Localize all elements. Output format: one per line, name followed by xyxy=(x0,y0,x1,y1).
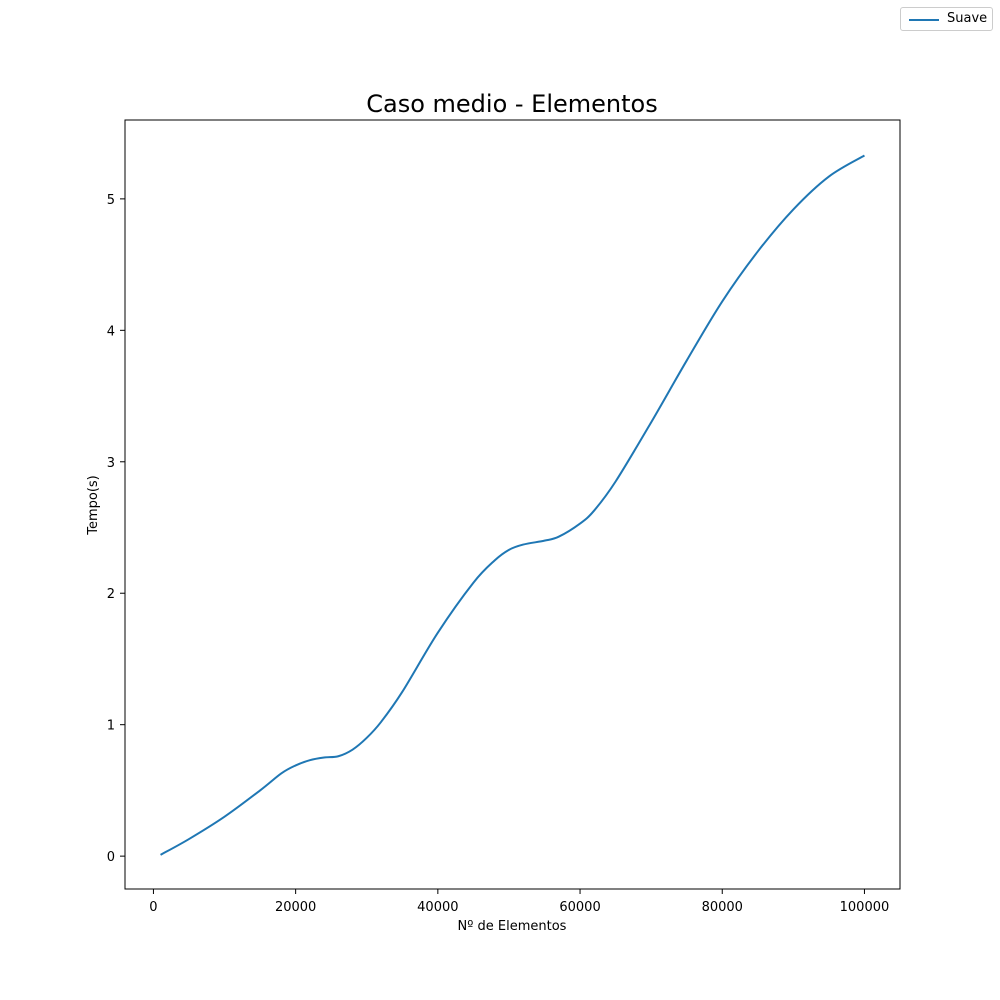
chart-title: Caso medio - Elementos xyxy=(366,90,657,118)
y-axis-ticks: 0 1 2 3 4 5 xyxy=(107,193,125,865)
y-tick-label: 5 xyxy=(107,193,115,208)
y-tick-label: 1 xyxy=(107,719,115,734)
legend-swatch-suave xyxy=(909,19,939,21)
x-axis-ticks: 0 20000 40000 60000 80000 100000 xyxy=(149,889,889,915)
x-tick-label: 60000 xyxy=(559,900,600,915)
plot-area xyxy=(124,119,901,890)
y-tick-label: 0 xyxy=(107,850,115,865)
y-tick-label: 4 xyxy=(107,324,115,339)
series-line-suave xyxy=(160,154,865,856)
x-tick-label: 80000 xyxy=(702,900,743,915)
x-tick-label: 100000 xyxy=(840,900,890,915)
legend-label-suave: Suave xyxy=(947,11,988,26)
y-axis-label: Tempo(s) xyxy=(86,475,101,536)
plot-frame xyxy=(124,119,901,890)
x-tick-label: 0 xyxy=(149,900,157,915)
y-tick-label: 2 xyxy=(107,587,115,602)
x-tick-label: 20000 xyxy=(275,900,316,915)
x-tick-label: 40000 xyxy=(417,900,458,915)
x-axis-label: Nº de Elementos xyxy=(458,919,567,934)
series-group xyxy=(160,154,865,856)
legend: Suave xyxy=(900,7,993,31)
y-tick-label: 3 xyxy=(107,456,115,471)
